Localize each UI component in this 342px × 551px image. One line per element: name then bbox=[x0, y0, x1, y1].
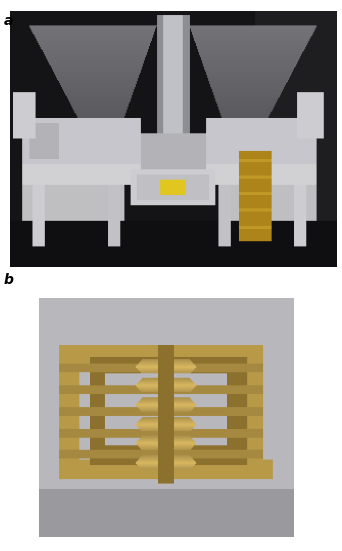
Text: a: a bbox=[3, 14, 13, 28]
Text: b: b bbox=[3, 273, 13, 287]
